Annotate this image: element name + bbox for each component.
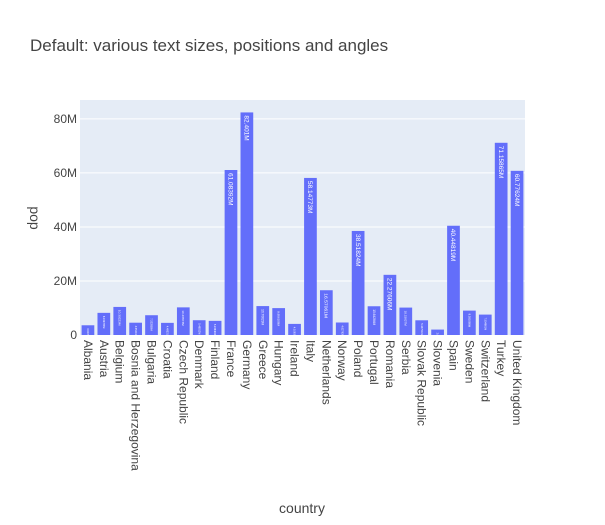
bar (399, 307, 413, 335)
bar (145, 315, 158, 335)
x-tick-label: Slovenia (431, 340, 445, 386)
bar (288, 323, 301, 335)
x-tick-label: Poland (351, 340, 365, 377)
bar-value-label: 4.552198M (134, 326, 137, 339)
x-tick-label: Portugal (367, 340, 381, 385)
bar (335, 322, 349, 335)
bar-value-label: 16.57061M (323, 293, 329, 318)
bar-value-label: 10.70629M (261, 309, 265, 325)
x-tick-label: Belgium (113, 340, 127, 383)
bar-value-label: 61.08392M (227, 173, 234, 206)
x-tick-label: Finland (208, 340, 222, 379)
bar-value-label: 71.15865M (497, 146, 504, 179)
bar-value-label: 4.627926M (340, 326, 343, 339)
x-tick-label: Bulgaria (145, 340, 159, 384)
y-tick-label: 0 (70, 328, 77, 342)
x-tick-label: Sweden (462, 340, 476, 383)
bar (272, 308, 286, 335)
bar-value-label: 58.14773M (306, 181, 313, 214)
bar-value-label: 7.322858M (150, 318, 153, 331)
bar-value-label: 3.600523M (86, 328, 89, 341)
bar-value-label: 4.109086M (293, 327, 296, 340)
x-tick-label: Slovak Republic (415, 340, 429, 426)
x-tick-label: Croatia (160, 340, 174, 379)
bar-labels-layer: 3.600523M 8.199783M 10.39223M 4.552198M 7.32… (86, 115, 520, 345)
x-tick-label: Italy (303, 340, 317, 362)
bar (367, 306, 381, 335)
x-tick-label: Bosnia and Herzegovina (129, 340, 143, 471)
y-axis-title: pop (27, 206, 43, 230)
bar (304, 177, 317, 335)
x-tick-label: Norway (335, 340, 349, 381)
bar (431, 329, 444, 335)
bar (256, 306, 270, 335)
bar-value-label: 2.009245M (436, 333, 439, 346)
bar-value-label: 82.401M (243, 115, 250, 140)
x-tick-label: Netherlands (319, 340, 333, 405)
bar-value-label: 5.23846M (213, 324, 216, 335)
bar (494, 142, 508, 335)
x-tick-label: Austria (97, 340, 111, 378)
bar (161, 322, 174, 335)
x-tick-label: Ireland (288, 340, 302, 377)
y-ticks-layer: 0 20M 40M 60M 80M (54, 112, 78, 342)
bar (351, 230, 365, 335)
bar (129, 322, 142, 335)
bar-value-label: 9.956108M (277, 311, 281, 326)
y-tick-label: 60M (54, 166, 77, 180)
x-tick-label: Albania (81, 340, 95, 380)
x-tick-label: Denmark (192, 340, 206, 390)
bar (319, 290, 333, 335)
bar-value-label: 38.51824M (354, 234, 361, 267)
bar (415, 320, 429, 335)
bar (478, 314, 492, 335)
bar-value-label: 4.493312M (166, 326, 169, 339)
bar-value-label: 5.447502M (420, 323, 423, 336)
y-tick-label: 20M (54, 274, 77, 288)
bar-value-label: 10.39223M (118, 310, 122, 326)
bar (176, 307, 190, 335)
bar-value-label: 60.77624M (513, 174, 520, 207)
bar-value-label: 22.27606M (386, 278, 393, 311)
bar-value-label: 10.22874M (181, 310, 185, 326)
bar-value-label: 10.15027M (404, 311, 408, 327)
x-tick-label: Spain (446, 340, 460, 371)
x-tick-label: United Kingdom (510, 340, 524, 425)
bar (208, 320, 222, 335)
chart-title: Default: various text sizes, positions a… (30, 36, 388, 55)
bar (463, 310, 476, 335)
bar (97, 312, 111, 335)
bar (81, 325, 95, 335)
bar (113, 306, 127, 335)
y-tick-label: 40M (54, 220, 77, 234)
x-tick-label: Turkey (494, 340, 508, 376)
bar-value-label: 8.199783M (102, 316, 105, 329)
bars-layer (81, 112, 524, 335)
x-ticks-layer: Albania Austria Belgium Bosnia and Herzegov… (81, 340, 524, 471)
bar-value-label: 7.554661M (483, 318, 486, 331)
x-tick-label: Switzerland (478, 340, 492, 402)
bar (240, 112, 254, 335)
bar-value-label: 40.44819M (449, 229, 456, 262)
x-tick-label: Czech Republic (176, 340, 190, 424)
x-axis-title: country (279, 500, 325, 516)
bar (510, 170, 524, 335)
bar (192, 320, 206, 335)
bar (224, 170, 238, 335)
x-tick-label: Romania (383, 340, 397, 388)
bar-value-label: 5.46812M (197, 323, 200, 334)
x-tick-label: Greece (256, 340, 270, 380)
y-tick-label: 80M (54, 112, 77, 126)
x-tick-label: France (224, 340, 238, 378)
bar (447, 225, 460, 335)
x-tick-label: Hungary (272, 340, 286, 385)
bar-value-label: 9.031088M (467, 314, 471, 328)
x-tick-label: Serbia (399, 340, 413, 375)
x-tick-label: Germany (240, 340, 254, 389)
bar (383, 274, 397, 335)
bar-value-label: 10.64284M (372, 309, 376, 325)
